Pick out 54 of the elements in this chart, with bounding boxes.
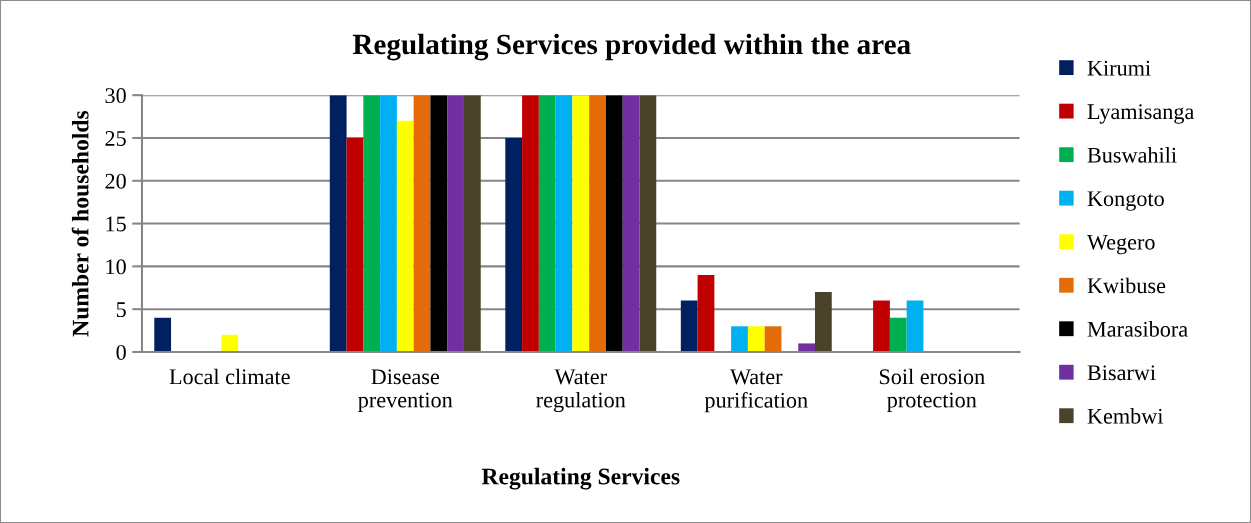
- bar: [413, 95, 431, 352]
- bar: [764, 326, 782, 352]
- x-tick-label: Soil erosion protection: [879, 368, 985, 413]
- bar: [605, 95, 623, 352]
- chart-title: Regulating Services provided within the area: [352, 33, 911, 61]
- y-tick-label: 20: [105, 173, 126, 189]
- y-axis-title: Number of households: [71, 110, 89, 337]
- y-tick-label: 0: [116, 344, 126, 360]
- y-tick-label: 10: [106, 259, 126, 275]
- bar: [747, 326, 765, 352]
- y-tick-label: 5: [116, 302, 126, 318]
- x-tick-label: Disease prevention: [358, 369, 453, 413]
- y-tick-label: 15: [106, 216, 126, 232]
- bar: [396, 120, 414, 352]
- legend-label: Kongoto: [1087, 191, 1164, 211]
- bar: [572, 95, 590, 352]
- bar: [380, 95, 397, 352]
- y-tick-label: 30: [105, 88, 126, 104]
- x-tick-label: Water regulation: [536, 369, 626, 413]
- bar: [447, 95, 464, 352]
- bar: [798, 343, 815, 352]
- bar: [221, 334, 239, 352]
- legend-label: Bisarwi: [1087, 365, 1156, 381]
- bar: [555, 95, 573, 352]
- bar: [522, 95, 539, 352]
- legend-label: Kembwi: [1087, 408, 1164, 424]
- bar: [697, 274, 715, 352]
- bar: [463, 95, 481, 352]
- bar: [505, 137, 523, 352]
- legend-label: Wegero: [1086, 234, 1155, 255]
- bar: [538, 95, 556, 352]
- bar: [906, 300, 924, 352]
- bar: [731, 326, 748, 352]
- x-tick-label: Water purification: [704, 369, 808, 413]
- bar: [154, 317, 172, 352]
- bar: [346, 137, 364, 352]
- legend-label: Marasibora: [1087, 321, 1188, 337]
- bar: [680, 300, 698, 352]
- x-axis-title: Regulating Services: [481, 467, 680, 490]
- bar: [639, 95, 657, 352]
- legend-label: Kirumi: [1087, 60, 1151, 76]
- legend-label: Lyamisanga: [1087, 104, 1195, 124]
- y-tick-label: 25: [105, 130, 126, 146]
- bar: [589, 95, 606, 352]
- bar: [814, 292, 832, 352]
- x-tick-label: Local climate: [169, 368, 290, 385]
- bar: [889, 317, 907, 352]
- bar: [329, 95, 347, 352]
- bar: [430, 95, 448, 352]
- bar: [873, 300, 890, 352]
- legend-label: Kwibuse: [1087, 277, 1166, 294]
- bar: [622, 95, 640, 352]
- legend-label: Buswahili: [1087, 147, 1177, 163]
- bar: [363, 95, 381, 352]
